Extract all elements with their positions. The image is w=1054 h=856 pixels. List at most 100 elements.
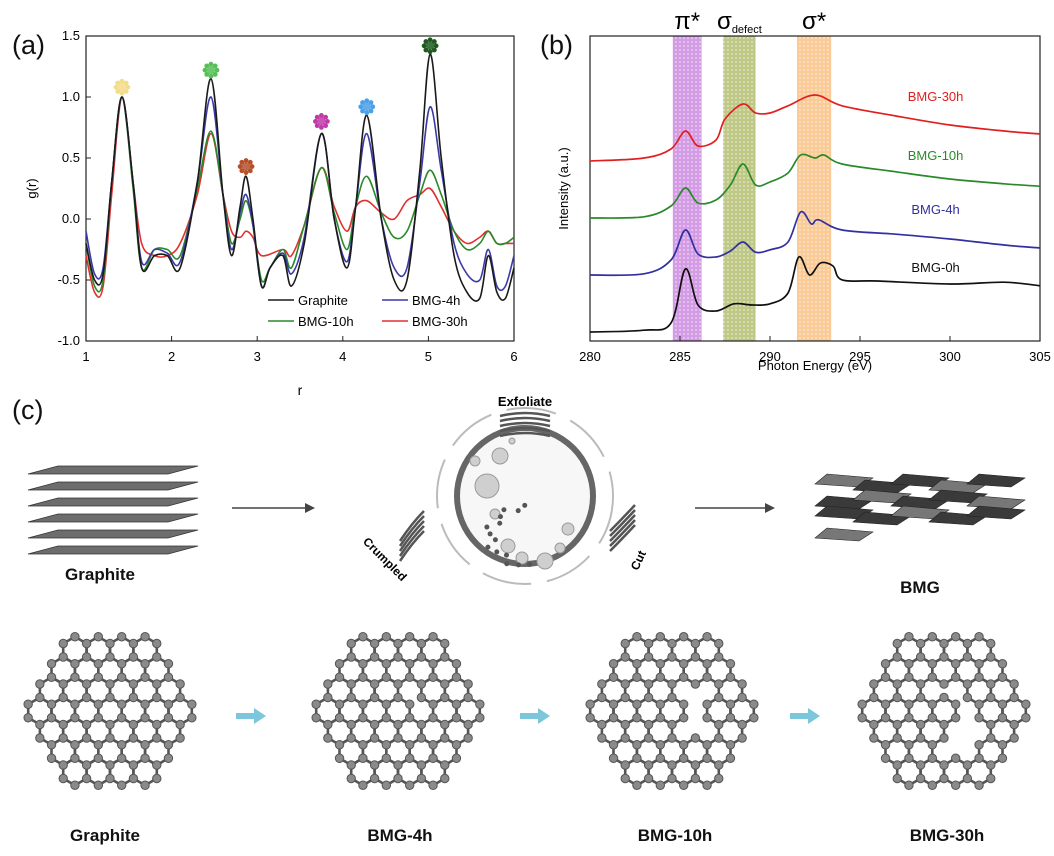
bmg-flake [890,505,950,520]
graphene-flake [515,508,521,514]
lattice-atom [643,719,654,730]
lattice-atom [46,753,57,763]
mill-rotation-ring [436,407,614,585]
lattice-atom [346,652,356,662]
lattice-atom [737,719,747,730]
lattice-atom [620,773,630,784]
bmg-flake [814,473,874,488]
peak-marker-bead [214,67,220,73]
lattice-atom [358,753,368,763]
flake-crumpled [398,510,425,542]
lattice-atom [904,659,914,669]
lattice-atom [597,692,607,703]
lattice-atom [116,713,127,723]
peak-marker-4 [358,98,376,116]
lattice-atom [1009,679,1019,689]
peak-marker-bead [319,113,324,118]
flake-crumpled [398,515,425,547]
lattice-atom [358,699,368,709]
peak-marker-bead [368,100,374,105]
peak-marker-bead [368,108,374,114]
lattice-atom [974,753,984,763]
graphite-sheet [27,465,199,475]
lattice-atom [346,760,356,770]
lattice-atom [986,652,996,662]
lattice-atom [369,638,380,649]
lattice-atom [632,713,642,723]
lattice-atom [93,740,104,750]
lattice-atom [346,773,356,784]
lattice-atom [950,632,961,642]
lattice-atom [643,679,654,689]
lattice-atom [678,632,689,642]
lattice-atom [105,773,115,784]
peak-marker-bead [423,47,429,53]
lattice-atom [714,760,724,770]
lattice-atom [58,760,68,770]
caption-lattice-graphite: Graphite [70,826,140,845]
lattice-atom [46,740,57,750]
peak-marker-bead [370,104,376,110]
lattice-atom [116,699,127,709]
peak-marker-bead [358,104,364,110]
lattice-atom [381,780,392,790]
lattice-atom [393,760,403,770]
lattice-atom [892,760,902,770]
bmg-flake [966,505,1026,520]
lattice-atom [81,638,92,649]
lattice-atom [714,692,724,703]
lattice-atom [892,733,902,743]
lattice-1 [311,632,485,790]
peak-marker-bead [212,63,218,69]
lattice-atom [428,713,438,723]
lattice-atom [451,740,462,750]
lattice-atom [962,692,973,703]
lattice-atom [678,753,689,763]
lattice-atom [667,760,677,770]
lattice-atom [974,632,984,642]
legend-label-a-2: BMG-10h [298,314,354,329]
lattice-atom [451,713,462,723]
series-line-b-bmg-4h [589,210,1041,277]
series-line-a-bmg-30h [85,96,514,298]
lattice-atom [714,679,724,689]
lattice-atom [655,699,666,709]
lattice-atom [152,733,162,743]
bmg-flake [890,473,950,488]
lattice-atom [58,719,68,730]
lattice-atom [163,713,174,723]
lattice-atom [381,659,392,669]
graphite-sheet [27,529,199,539]
arrow-head-2 [765,503,775,513]
lattice-atom [892,638,902,649]
lattice-atom [128,652,139,662]
x-tick-label-a-0: 1 [82,349,89,364]
lattice-atom [915,638,926,649]
lattice-atom [393,773,403,784]
peak-marker-core [362,102,371,111]
lattice-atom [116,780,127,790]
lattice-atom [163,740,174,750]
lattice-atom [93,780,104,790]
lattice-atom [678,780,689,790]
lattice-atom [152,652,162,662]
lattice-atom [904,713,914,723]
lattice-atom [416,760,427,770]
lattice-atom [927,713,938,723]
lattice-atom [128,773,139,784]
lattice-atom [620,638,630,649]
peak-marker-bead [119,90,125,96]
lattice-atom [70,672,80,682]
peak-marker-3 [313,113,330,130]
lattice-atom [962,652,973,662]
lattice-atom [632,632,642,642]
lattice-atom [702,632,712,642]
lattice-atom [620,733,630,743]
lattice-atom [667,692,677,703]
lattice-atom [702,713,712,723]
peak-marker-bead [431,39,437,44]
lattice-atom [369,679,380,689]
flake-crumpled [398,520,425,552]
lattice-atom [608,713,619,723]
caption-bmg-stack: BMG [900,578,940,597]
